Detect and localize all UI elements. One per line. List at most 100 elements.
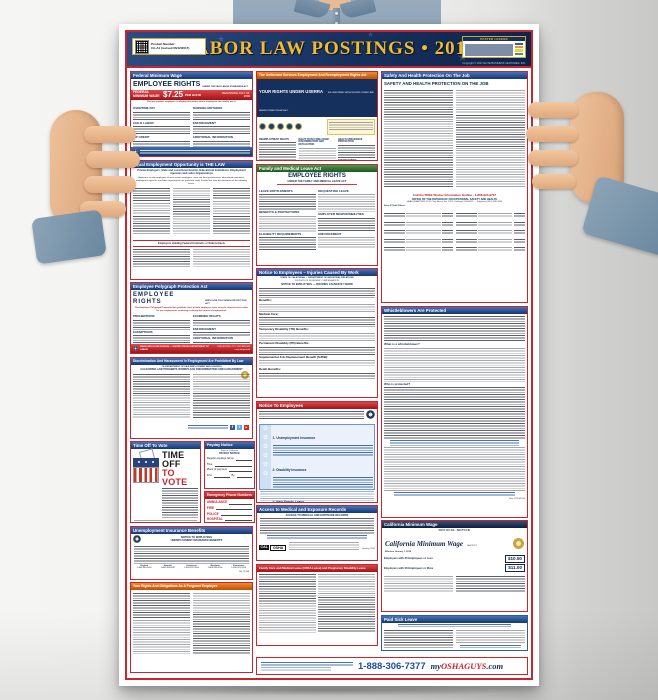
copyright-line: Copyright © 2017 ELITE BUSINESS VENTURES… — [462, 62, 526, 65]
text-block — [406, 230, 441, 236]
text-block — [134, 545, 249, 564]
text-block — [455, 630, 525, 644]
phone-number: 1-800-326-8937 — [160, 567, 176, 570]
text-block — [133, 187, 171, 202]
phone-lang: Mandarin — [210, 564, 220, 567]
hand-finger — [86, 151, 140, 168]
section-paid-sick-leave: Paid Sick Leave — [381, 614, 528, 651]
left-column: Federal Minimum Wage EMPLOYEE RIGHTS UND… — [130, 71, 256, 675]
legend-body — [463, 41, 525, 58]
topic-heading: ELIGIBILITY REQUIREMENTS — [259, 231, 302, 236]
text-block — [133, 141, 191, 149]
topic-heading: TIP CREDIT — [133, 135, 150, 140]
polygraph-subheading: EMPLOYEE POLYGRAPH PROTECTION ACT — [205, 299, 247, 305]
text-block — [212, 215, 250, 234]
text-block — [478, 230, 513, 236]
section-bar: Payday Notice — [204, 442, 255, 449]
section-bar: Safety And Health Protection On The Job — [382, 72, 527, 79]
payday-field-label: By — [231, 474, 235, 478]
section-bar: Whistleblowers Are Protected — [382, 306, 527, 314]
topic-heading: REQUESTING LEAVE — [318, 188, 349, 193]
injuries-heading: NOTICE TO EMPLOYEES — INJURIES CAUSED BY… — [281, 282, 353, 286]
userra-heading: YOUR RIGHTS UNDER USERRA — [259, 89, 323, 94]
order-phone-number: 1-888-306-7377 — [358, 660, 426, 672]
section-federal-minimum-wage: Federal Minimum Wage EMPLOYEE RIGHTS UND… — [130, 71, 253, 157]
legend-title: POSTER LEGEND — [463, 37, 525, 41]
text-block — [338, 145, 375, 160]
dosh-directory-label: Area & Field Offices: — [384, 205, 406, 208]
cal-logo-text: CAL — [259, 545, 270, 551]
hand-finger — [532, 174, 576, 189]
text-block — [455, 89, 525, 114]
text-block — [384, 387, 525, 440]
text-block — [259, 360, 375, 368]
topic-heading: Permanent Disability (PD) Benefits: — [259, 341, 310, 346]
section-whistleblowers-protected: Whistleblowers Are Protected What is a w… — [381, 305, 528, 518]
text-block — [259, 237, 316, 252]
text-block — [172, 215, 211, 234]
flsa-note: The law requires employers to display th… — [146, 101, 237, 103]
dfeh-heading: CALIFORNIA LAW PROHIBITS WORKPLACE DISCR… — [140, 368, 243, 372]
text-block — [212, 200, 250, 215]
text-block — [192, 126, 250, 136]
text-block — [442, 230, 454, 236]
shirt-collar-right — [339, 0, 377, 20]
phone-lang: Vietnamese — [232, 564, 245, 567]
section-medical-exposure-records: Access to Medical and Exposure Records A… — [256, 505, 378, 561]
state-seal-icon — [241, 370, 249, 379]
section-polygraph-protection: Employee Polygraph Protection Act EMPLOY… — [130, 282, 253, 354]
payday-heading: PAYDAY NOTICE — [219, 452, 240, 456]
text-block — [318, 237, 375, 250]
text-block — [406, 221, 441, 227]
minwage-effective: Effective January 1, 2018 — [385, 550, 412, 553]
poster-header: ★ ★ ★ Product Number: CA-A1 (revised 06/… — [127, 30, 531, 68]
phone-number: 1-800-547-3506 — [184, 567, 199, 570]
text-block — [133, 395, 191, 419]
safety-hotline: Call the FREE Worker Information Hotline… — [412, 193, 497, 197]
section-bar: The Uniformed Services Employment And Re… — [257, 72, 377, 79]
text-block — [133, 374, 191, 394]
section-edd-notice-to-employees: Notice To Employees ✿ ✿ ✿ ✿ ✿ ✿ 1.Unemploymen… — [256, 400, 378, 503]
topic-heading: ENFORCEMENT — [338, 159, 357, 161]
text-block — [298, 147, 336, 160]
text-block — [384, 447, 525, 492]
fmla-heading: EMPLOYEE RIGHTS — [288, 172, 346, 179]
text-block — [272, 477, 373, 489]
text-block — [259, 411, 364, 420]
text-block — [478, 213, 513, 219]
vote-payday-row: Time Off To Vote TIME OFF TO VOTE — [130, 441, 256, 523]
text-block — [384, 238, 405, 244]
text-block — [478, 247, 513, 253]
left-sleeve-cuff — [31, 209, 107, 265]
section-bar: Federal Minimum Wage — [131, 72, 252, 79]
text-block — [259, 333, 375, 342]
legend-color-chips — [515, 42, 523, 57]
text-block — [384, 149, 454, 188]
text-block — [318, 574, 375, 596]
section-california-minimum-wage: California Minimum Wage OFFICIAL NOTICE … — [381, 520, 528, 612]
edd-item-number: 2. — [272, 468, 276, 472]
left-hand — [31, 96, 140, 265]
brand-suffix: .com — [486, 661, 504, 671]
hand-finger — [528, 102, 578, 118]
text-block — [133, 319, 191, 330]
dol-seal-icon — [133, 346, 138, 351]
text-block — [459, 645, 521, 648]
labor-law-poster: ★ ★ ★ Product Number: CA-A1 (revised 06/… — [119, 24, 539, 686]
text-block — [455, 149, 525, 188]
text-block — [384, 247, 405, 253]
text-block — [478, 221, 513, 227]
blank-line — [214, 474, 230, 478]
text-block — [140, 149, 250, 154]
legend-chip — [515, 42, 523, 46]
text-block — [192, 249, 250, 267]
userra-highlight-box — [327, 118, 375, 135]
text-block — [394, 492, 515, 498]
section-pregnant-employee-rights: Your Rights And Obligations As A Pregnan… — [130, 582, 253, 673]
text-block — [133, 215, 171, 234]
text-block — [513, 213, 525, 219]
text-block — [192, 341, 250, 346]
text-block — [384, 347, 525, 382]
text-block — [390, 440, 519, 447]
text-block — [259, 372, 375, 380]
